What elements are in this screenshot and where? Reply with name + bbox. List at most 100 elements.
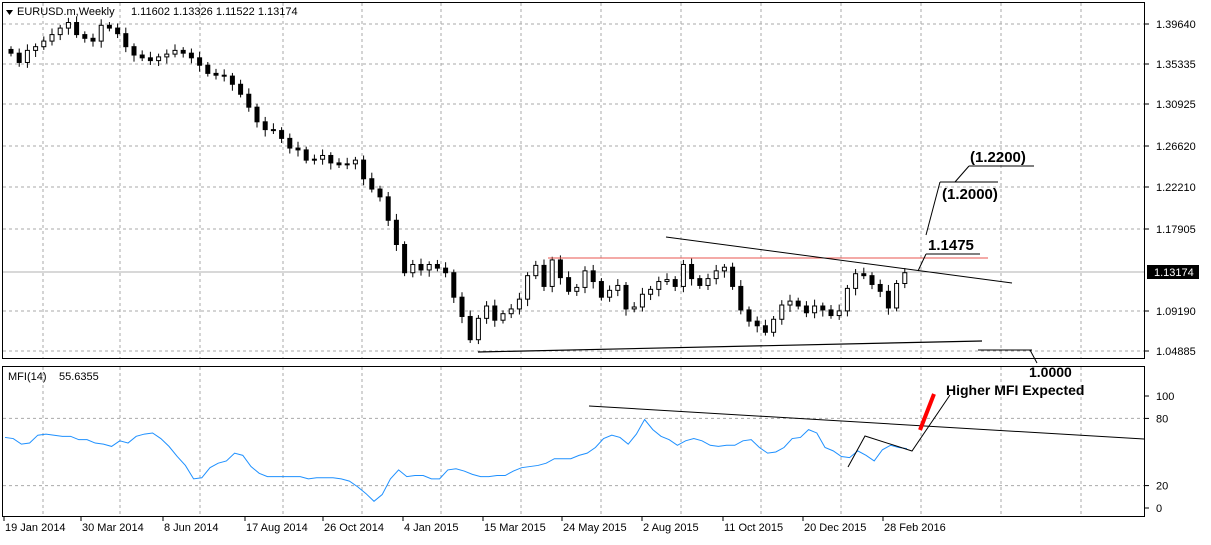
candle-bearish xyxy=(279,130,285,139)
main-panel-frame xyxy=(2,2,1145,359)
candle-bearish xyxy=(123,33,129,48)
candle-bullish xyxy=(49,34,55,42)
candle-bearish xyxy=(270,129,276,132)
time-axis: 19 Jan 2014 30 Mar 2014 8 Jun 2014 17 Aug 2… xyxy=(3,516,946,534)
candle-bullish xyxy=(607,289,613,298)
candle-bullish xyxy=(680,263,686,287)
candle-bearish xyxy=(467,315,473,341)
candle-bullish xyxy=(656,281,662,290)
candle-bearish xyxy=(82,34,88,39)
annotation-1-2200: (1.2200) xyxy=(970,149,1026,166)
candle-bullish xyxy=(516,298,522,310)
x-tick-label: 8 Jun 2014 xyxy=(164,522,218,534)
candle-bearish xyxy=(557,259,563,279)
candle-bearish xyxy=(254,106,260,123)
candle-bullish xyxy=(844,287,850,312)
mfi-expected-arrow xyxy=(918,393,936,431)
candle-bearish xyxy=(393,219,399,245)
x-tick-label: 26 Oct 2014 xyxy=(324,522,384,534)
candle-bearish xyxy=(74,22,80,36)
candle-bullish xyxy=(344,163,350,166)
candle-bearish xyxy=(369,178,375,190)
y-tick-label: 1.17905 xyxy=(1156,224,1196,236)
annotation-higher-mfi: Higher MFI Expected xyxy=(946,382,1084,398)
grid xyxy=(3,3,1144,516)
x-tick-label: 11 Oct 2015 xyxy=(724,522,783,534)
annotation-1-0000: 1.0000 xyxy=(1029,364,1072,380)
candle-bearish xyxy=(762,325,768,333)
current-price-label: 1.13174 xyxy=(1154,267,1194,279)
candle-bearish xyxy=(754,320,760,327)
y-tick-label: 1.30925 xyxy=(1156,99,1196,111)
candle-bullish xyxy=(410,263,416,274)
x-tick-label: 17 Aug 2014 xyxy=(246,522,308,534)
candle-bearish xyxy=(262,121,268,131)
candle-bearish xyxy=(672,279,678,287)
candle-bearish xyxy=(139,54,145,59)
candle-bearish xyxy=(287,137,293,149)
candle-bearish xyxy=(246,93,252,108)
candle-bearish xyxy=(377,188,383,198)
candle-bearish xyxy=(492,305,498,321)
mfi-y-tick-label: 20 xyxy=(1156,481,1168,493)
leader-1-2000 xyxy=(925,181,941,236)
candle-bearish xyxy=(459,296,465,317)
mfi-axis: 100 80 20 0 xyxy=(1144,391,1174,515)
mfi-line xyxy=(4,418,908,502)
x-tick-label: 15 Mar 2015 xyxy=(484,522,546,534)
candle-bearish xyxy=(295,147,301,151)
candle-bullish xyxy=(639,293,645,308)
candle-bullish xyxy=(352,159,358,165)
candle-bearish xyxy=(8,48,14,54)
support-trendline xyxy=(477,340,983,353)
candle-bearish xyxy=(451,272,457,298)
mfi-descending-trendline xyxy=(588,405,1145,440)
candle-bearish xyxy=(590,270,596,283)
leader-1-0000 xyxy=(1029,349,1038,364)
candle-bullish xyxy=(771,318,777,333)
candle-bearish xyxy=(90,37,96,42)
candle-bullish xyxy=(664,279,670,283)
candle-bullish xyxy=(33,46,39,51)
candle-bullish xyxy=(311,158,317,161)
x-tick-label: 30 Mar 2014 xyxy=(82,522,144,534)
candle-bullish xyxy=(779,304,785,320)
candle-bullish xyxy=(812,305,818,314)
candle-bullish xyxy=(574,286,580,292)
candle-bearish xyxy=(213,72,219,76)
ohlc-values: 1.11602 1.13326 1.11522 1.13174 xyxy=(131,6,298,18)
dropdown-triangle-icon[interactable] xyxy=(6,10,13,15)
candle-bearish xyxy=(328,154,334,164)
candle-bullish xyxy=(426,263,432,271)
x-tick-label: 20 Dec 2015 xyxy=(804,522,866,534)
mfi-series xyxy=(4,418,908,502)
candle-bullish xyxy=(631,306,637,310)
candle-bearish xyxy=(238,83,244,95)
candle-bearish xyxy=(443,267,449,274)
candle-bullish xyxy=(713,270,719,280)
y-tick-label: 1.22210 xyxy=(1156,182,1196,194)
candle-bullish xyxy=(648,288,654,295)
candle-bearish xyxy=(434,263,440,269)
y-tick-label: 1.09190 xyxy=(1156,306,1196,318)
candles xyxy=(8,16,908,345)
candle-bearish xyxy=(385,196,391,221)
mfi-y-tick-label: 100 xyxy=(1156,391,1174,403)
candle-bearish xyxy=(738,285,744,311)
candle-bearish xyxy=(188,52,194,59)
y-tick-label: 1.39640 xyxy=(1156,19,1196,31)
candle-bearish xyxy=(361,159,367,180)
candle-bearish xyxy=(131,46,137,56)
candle-bullish xyxy=(508,308,514,315)
descending-trendline xyxy=(665,236,1013,284)
y-tick-label: 1.35335 xyxy=(1156,59,1196,71)
candle-bearish xyxy=(820,305,826,311)
candle-bullish xyxy=(853,273,859,289)
candle-bearish xyxy=(221,74,227,77)
leader-1-1475 xyxy=(917,253,927,272)
candle-bullish xyxy=(65,22,71,29)
mfi-projection xyxy=(847,394,951,468)
candle-bullish xyxy=(525,275,531,300)
candle-bearish xyxy=(541,264,547,287)
